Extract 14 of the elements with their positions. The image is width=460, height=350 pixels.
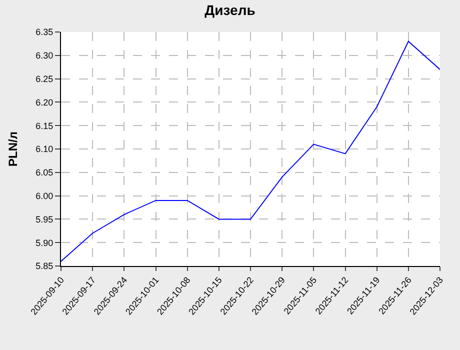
y-tick-label: 6.10 [36,144,54,154]
chart-title: Дизель [204,2,256,18]
y-tick-label: 6.25 [36,74,54,84]
y-tick-label: 6.05 [36,168,54,178]
y-axis-title: PLN/л [6,132,20,166]
y-tick-label: 5.95 [36,214,54,224]
y-tick-label: 6.35 [36,27,54,38]
y-tick-label: 6.30 [36,50,54,61]
line-series [61,40,440,262]
y-tick-label: 6.20 [36,97,54,108]
y-tick-label: 6.00 [36,190,54,201]
y-tick-label: 5.90 [36,238,54,248]
y-tick-label: 5.85 [36,261,54,272]
y-tick-label: 6.15 [36,120,54,131]
